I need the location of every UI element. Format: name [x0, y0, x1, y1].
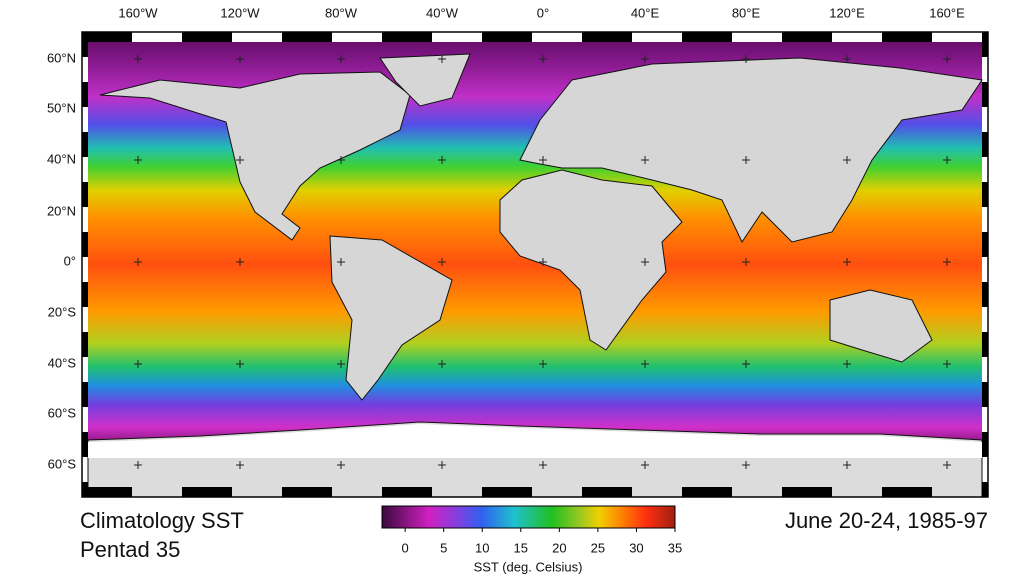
longitude-label: 80°E: [732, 5, 761, 20]
longitude-label: 40°E: [631, 5, 660, 20]
latitude-label: 0°: [64, 253, 76, 268]
graticule: [134, 55, 951, 469]
longitude-label: 0°: [537, 5, 549, 20]
latitude-label: 40°S: [48, 355, 77, 370]
longitude-label: 160°E: [929, 5, 965, 20]
colorbar-tick-label: 20: [552, 540, 566, 555]
colorbar-tick-label: 15: [514, 540, 528, 555]
latitude-label: 60°N: [47, 50, 76, 65]
colorbar-tick-label: 0: [402, 540, 409, 555]
colorbar-tick-label: 35: [668, 540, 682, 555]
latitude-labels: 60°N 50°N 40°N 20°N 0° 20°S 40°S 60°S 60°S: [47, 50, 76, 471]
longitude-label: 120°W: [220, 5, 260, 20]
latitude-label: 50°N: [47, 100, 76, 115]
colorbar-tick-label: 25: [591, 540, 605, 555]
longitude-label: 120°E: [829, 5, 865, 20]
longitude-label: 80°W: [325, 5, 358, 20]
colorbar-tick-label: 5: [440, 540, 447, 555]
period: June 20-24, 1985-97: [785, 508, 988, 533]
latitude-label: 60°S: [48, 405, 77, 420]
colorbar-ticks: 0 5 10 15 20 25 30 35: [402, 528, 682, 555]
latitude-label: 20°N: [47, 203, 76, 218]
colorbar: [381, 505, 676, 529]
sea-ice: [88, 424, 982, 458]
title-line1: Climatology SST: [80, 508, 244, 533]
latitude-label: 60°S: [48, 456, 77, 471]
longitude-label: 160°W: [118, 5, 158, 20]
colorbar-tick-label: 10: [475, 540, 489, 555]
colorbar-label: SST (deg. Celsius): [474, 559, 583, 574]
latitude-label: 40°N: [47, 151, 76, 166]
longitude-label: 40°W: [426, 5, 459, 20]
latitude-label: 20°S: [48, 304, 77, 319]
map: [81, 31, 989, 498]
map-frame: [81, 31, 989, 498]
colorbar-tick-label: 30: [629, 540, 643, 555]
longitude-labels: 160°W 120°W 80°W 40°W 0° 40°E 80°E 120°E 160°E: [118, 5, 965, 20]
title-line2: Pentad 35: [80, 537, 180, 562]
land: [87, 53, 983, 498]
